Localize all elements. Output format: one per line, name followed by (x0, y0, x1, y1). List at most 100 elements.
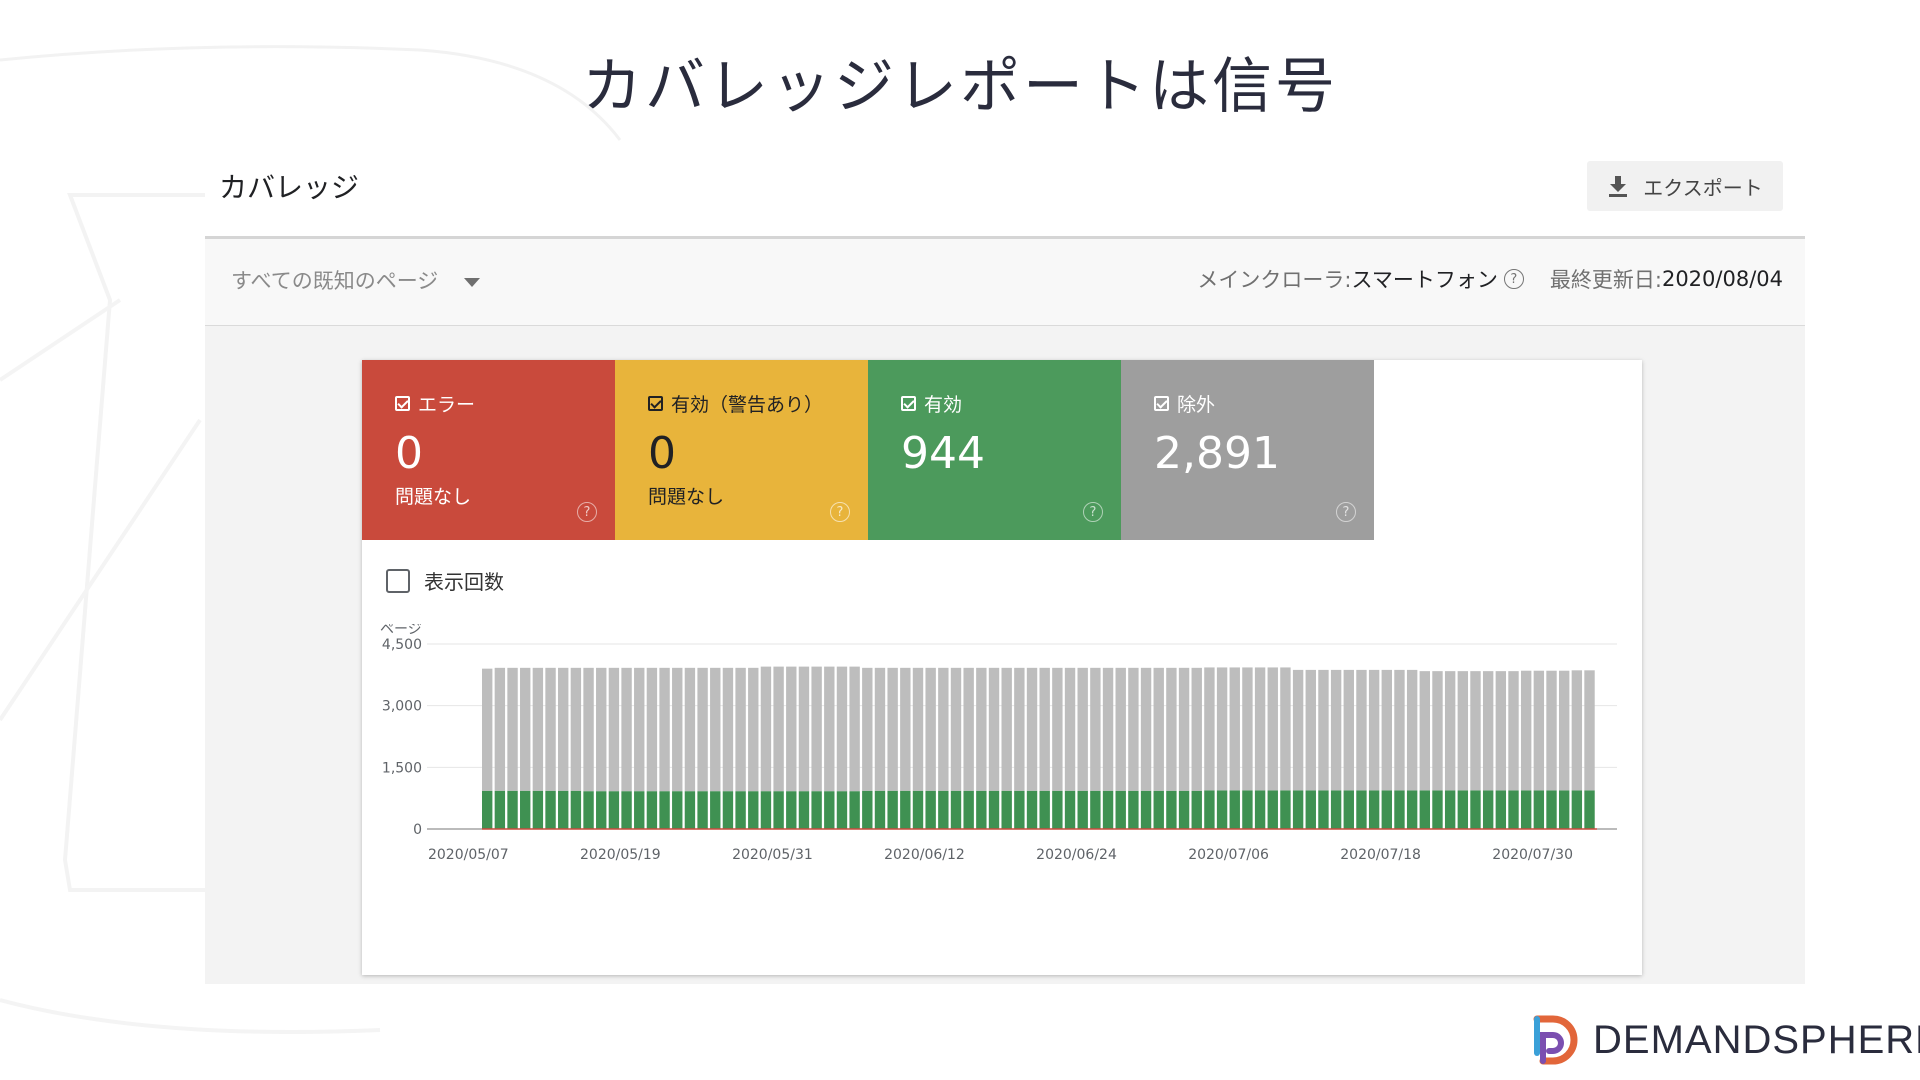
bar-segment (608, 667, 620, 792)
bar-segment (938, 790, 949, 829)
bar-segment (1406, 669, 1418, 791)
bar-segment (1001, 790, 1012, 829)
tile-valid-label-row: 有効 (901, 390, 962, 417)
bar-segment (1242, 667, 1253, 791)
export-button[interactable]: エクスポート (1587, 161, 1783, 211)
y-tick-label: 3,000 (382, 699, 422, 715)
bar-segment (1292, 790, 1304, 829)
bar-segment (570, 667, 582, 791)
bar-segment (938, 667, 949, 791)
bar-segment (1330, 669, 1342, 791)
checkbox-icon (901, 396, 916, 411)
bar-segment (1115, 667, 1126, 791)
tile-error-value: 0 (395, 428, 423, 479)
tile-excluded[interactable]: 除外 2,891 ? (1121, 360, 1374, 540)
bar-segment (1318, 669, 1329, 791)
bar-segment (849, 666, 860, 792)
bar-segment (950, 790, 962, 829)
help-icon[interactable]: ? (1503, 269, 1524, 289)
bar-segment (684, 667, 696, 792)
bar-segment (1014, 790, 1025, 829)
bar-segment (1178, 667, 1190, 791)
tile-valid-value: 944 (901, 428, 985, 479)
bar-segment (1254, 790, 1266, 829)
bar-segment (596, 667, 607, 792)
help-icon[interactable]: ? (577, 502, 597, 522)
bar-segment (1508, 671, 1519, 791)
bar-segment (1444, 671, 1456, 791)
crawler-value: スマートフォン (1351, 268, 1498, 292)
tile-error[interactable]: エラー 0 問題なし ? (362, 360, 615, 540)
bar-segment (735, 667, 746, 792)
bar-segment (811, 666, 822, 792)
impressions-toggle[interactable]: 表示回数 (386, 566, 504, 595)
bar-segment (1128, 790, 1139, 829)
y-axis-label: ページ (380, 624, 422, 638)
bar-segment (583, 667, 594, 792)
bar-segment (722, 667, 734, 792)
bar-segment (1254, 667, 1266, 791)
bar-segment (1444, 790, 1456, 829)
checkbox[interactable] (386, 568, 410, 593)
bar-segment (1166, 790, 1177, 829)
bar-segment (849, 791, 860, 829)
x-tick-label: 2020/07/18 (1340, 847, 1421, 863)
bar-segment (1546, 670, 1557, 791)
bar-segment (950, 667, 962, 791)
bar-segment (697, 791, 708, 829)
bar-segment (1280, 667, 1291, 791)
bar-segment (1305, 669, 1316, 791)
bar-segment (570, 790, 582, 829)
bar-segment (621, 791, 632, 829)
download-icon (1609, 176, 1628, 197)
tile-error-sub: 問題なし (395, 486, 472, 508)
tile-excluded-value: 2,891 (1154, 428, 1280, 479)
help-icon[interactable]: ? (1083, 502, 1103, 522)
panel-header: カバレッジ エクスポート (205, 148, 1805, 239)
x-tick-label: 2020/05/31 (732, 847, 813, 863)
page-filter-dropdown[interactable]: すべての既知のページ (231, 265, 481, 295)
bar-segment (1102, 790, 1114, 829)
bar-segment (482, 790, 493, 829)
bar-segment (1077, 790, 1088, 829)
bar-segment (646, 791, 658, 829)
bar-segment (912, 667, 924, 791)
impressions-label: 表示回数 (424, 570, 504, 594)
bar-segment (1330, 790, 1342, 829)
bar-segment (482, 668, 493, 791)
bar-segment (1166, 667, 1177, 791)
bar-segment (1318, 790, 1329, 829)
bar-segment (583, 791, 594, 829)
bar-segment (1571, 670, 1583, 791)
bar-segment (1584, 790, 1595, 829)
tile-valid-label: 有効 (924, 394, 963, 416)
bar-segment (1052, 790, 1063, 829)
bar-segment (1267, 790, 1278, 829)
tile-warning[interactable]: 有効（警告あり） 0 問題なし ? (615, 360, 868, 540)
bar-segment (925, 790, 936, 829)
bar-segment (862, 790, 873, 829)
bar-segment (545, 667, 556, 791)
y-tick-label: 0 (413, 822, 422, 838)
bar-segment (1482, 671, 1494, 791)
help-icon[interactable]: ? (1336, 502, 1356, 522)
x-tick-label: 2020/07/30 (1492, 847, 1573, 863)
bar-segment (697, 667, 708, 792)
bar-segment (748, 667, 759, 792)
bar-segment (760, 666, 772, 792)
bar-segment (748, 791, 759, 829)
tile-valid[interactable]: 有効 944 ? (868, 360, 1121, 540)
bar-segment (1482, 790, 1494, 829)
bar-segment (1280, 790, 1291, 829)
bar-segment (634, 791, 645, 829)
bar-segment (1356, 669, 1367, 791)
bar-segment (532, 667, 544, 791)
bar-segment (1470, 671, 1481, 791)
bar-segment (1229, 667, 1240, 791)
bar-segment (1153, 667, 1164, 791)
panel-title: カバレッジ (219, 171, 360, 204)
bar-segment (608, 791, 620, 829)
bar-segment (976, 790, 987, 829)
help-icon[interactable]: ? (830, 502, 850, 522)
bar-segment (811, 791, 822, 829)
